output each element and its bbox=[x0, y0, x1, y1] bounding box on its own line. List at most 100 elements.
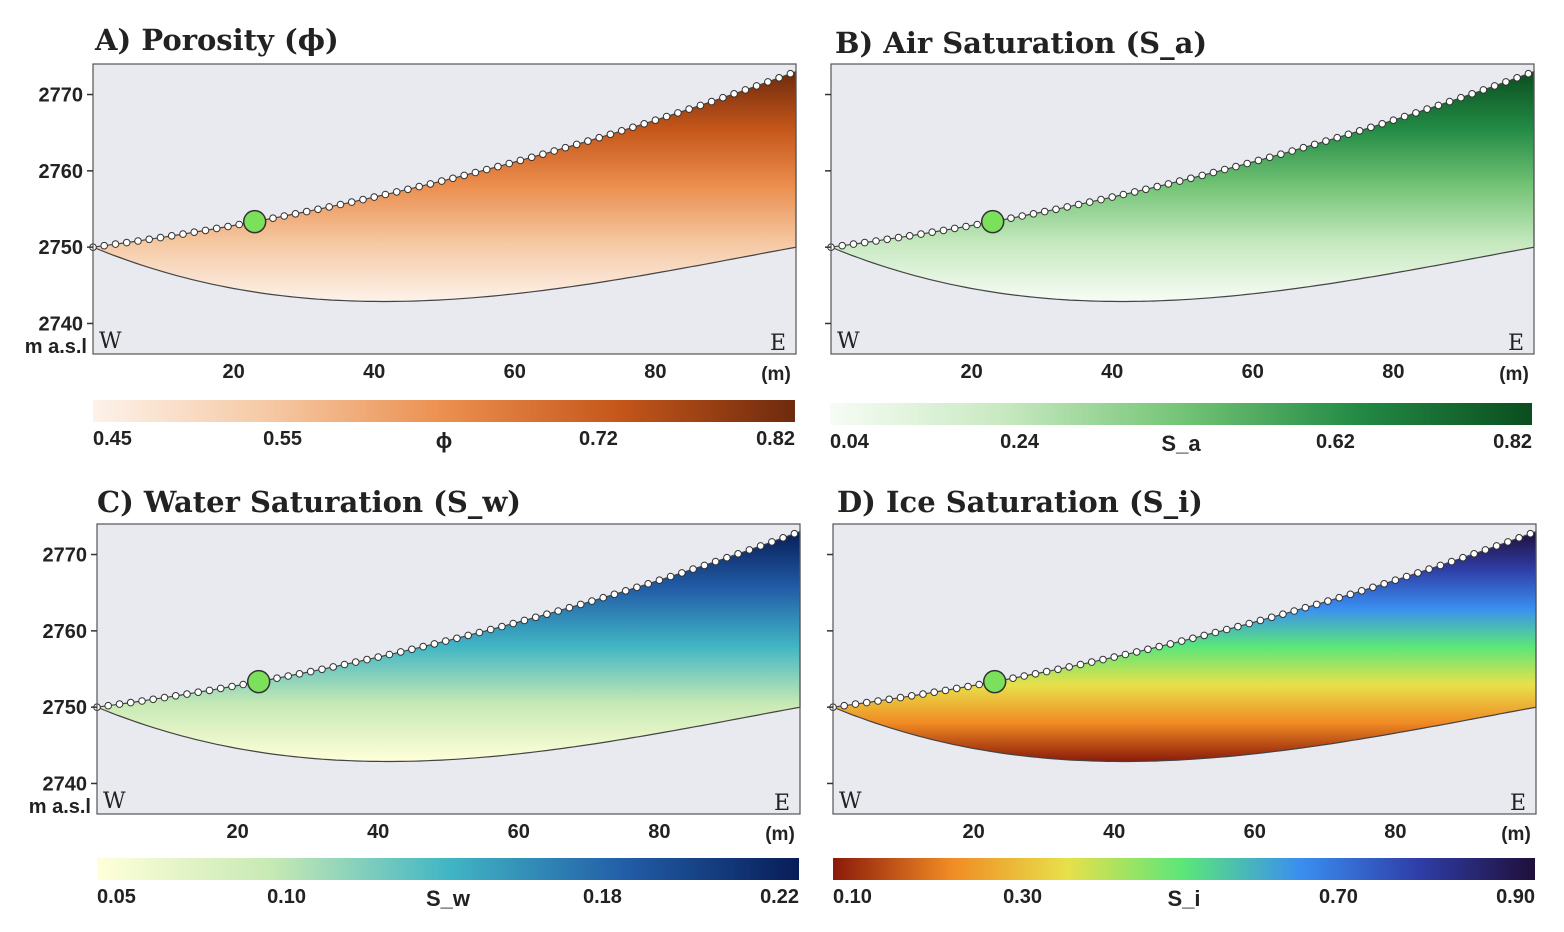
electrode bbox=[273, 674, 281, 683]
electrode bbox=[1007, 214, 1015, 222]
y-axis-label: m a.s.l bbox=[25, 336, 87, 358]
colorbar-tick-label: 0.18 bbox=[583, 886, 622, 908]
electrode bbox=[347, 198, 356, 206]
electrode bbox=[862, 698, 871, 707]
electrode bbox=[1423, 105, 1431, 113]
electrode bbox=[1153, 182, 1161, 191]
electrode bbox=[351, 658, 360, 666]
colorbar-tick-label: 0.72 bbox=[579, 428, 618, 450]
electrode bbox=[1108, 193, 1116, 201]
electrode bbox=[1310, 140, 1319, 149]
colorbar-label: S_a bbox=[1161, 431, 1201, 456]
electrode bbox=[1018, 212, 1027, 220]
colorbar bbox=[830, 403, 1532, 425]
electrode bbox=[975, 680, 984, 689]
electrode bbox=[1209, 168, 1218, 177]
electrode bbox=[700, 561, 709, 570]
electrode bbox=[145, 235, 153, 244]
electrode bbox=[734, 550, 742, 558]
electrode bbox=[584, 137, 592, 145]
panel-1: W E A) Porosity (ϕ) 20 40 60 80 (m) 2770 2760 2750… bbox=[25, 23, 797, 453]
electrode bbox=[1220, 165, 1229, 174]
colorbar-tick-label: 0.70 bbox=[1319, 886, 1358, 908]
electrode bbox=[576, 600, 585, 609]
y-tick-label: 2740 bbox=[43, 773, 88, 795]
electrode bbox=[498, 622, 506, 631]
electrode bbox=[295, 670, 304, 678]
electrode bbox=[640, 120, 649, 128]
electrode bbox=[115, 700, 124, 708]
electrode bbox=[1346, 590, 1355, 599]
x-tick-label: 60 bbox=[504, 361, 526, 383]
electrode bbox=[314, 205, 322, 214]
electrode bbox=[1412, 109, 1420, 117]
east-label: E bbox=[1510, 791, 1526, 816]
electrode bbox=[359, 195, 367, 204]
electrode bbox=[752, 82, 761, 90]
x-unit-label: (m) bbox=[1499, 364, 1529, 385]
electrode bbox=[122, 238, 131, 247]
electrode bbox=[894, 233, 903, 242]
electrode bbox=[1063, 203, 1071, 211]
electrode bbox=[1020, 672, 1028, 680]
electrode bbox=[1211, 628, 1220, 637]
electrode bbox=[471, 168, 480, 177]
electrode bbox=[509, 619, 518, 628]
electrode bbox=[730, 90, 738, 98]
electrode bbox=[745, 546, 754, 554]
x-unit-label: (m) bbox=[761, 364, 791, 385]
electrode bbox=[1121, 650, 1130, 659]
electrode bbox=[1132, 648, 1141, 656]
electrode bbox=[201, 226, 210, 235]
electrode bbox=[872, 237, 880, 245]
colorbar-tick-label: 0.90 bbox=[1496, 886, 1535, 908]
electrode bbox=[1470, 550, 1478, 558]
electrode bbox=[1447, 557, 1456, 566]
x-tick-label: 40 bbox=[367, 821, 389, 843]
panel-title: A) Porosity (ϕ) bbox=[94, 23, 339, 57]
electrode bbox=[1301, 603, 1310, 612]
electrode bbox=[1009, 674, 1017, 683]
electrode bbox=[284, 672, 293, 680]
plot-frame bbox=[96, 523, 801, 815]
electrode bbox=[1434, 101, 1443, 110]
electrode bbox=[1378, 120, 1386, 128]
electrode bbox=[1391, 576, 1400, 585]
electrode bbox=[883, 235, 892, 244]
electrode bbox=[171, 692, 180, 700]
electrode bbox=[1357, 587, 1366, 595]
marker-point bbox=[246, 669, 271, 694]
colorbar-label: ϕ bbox=[436, 428, 453, 453]
electrode bbox=[1222, 625, 1231, 634]
electrode bbox=[1400, 112, 1409, 121]
colorbar-tick-label: 0.45 bbox=[93, 428, 132, 450]
electrode bbox=[363, 655, 371, 664]
electrode bbox=[190, 228, 198, 236]
colorbar-tick-label: 0.82 bbox=[756, 428, 795, 450]
electrode bbox=[437, 177, 446, 185]
electrode bbox=[453, 634, 461, 643]
electrode bbox=[554, 607, 563, 615]
y-tick-label: 2750 bbox=[39, 237, 84, 259]
colorbar-tick-label: 0.30 bbox=[1003, 886, 1042, 908]
electrode bbox=[779, 534, 787, 542]
electrode bbox=[1245, 619, 1253, 628]
electrode bbox=[325, 203, 334, 211]
marker-point bbox=[980, 209, 1005, 234]
electrode bbox=[1234, 622, 1242, 631]
electrode bbox=[505, 159, 514, 168]
x-tick-label: 80 bbox=[1382, 361, 1404, 383]
electrode bbox=[1504, 538, 1512, 546]
electrode bbox=[840, 701, 849, 710]
electrode bbox=[1065, 663, 1073, 671]
electrode bbox=[1200, 631, 1208, 640]
electrode bbox=[1175, 177, 1184, 185]
y-tick-label: 2750 bbox=[43, 697, 88, 719]
electrode bbox=[1389, 116, 1398, 124]
electrode bbox=[224, 222, 232, 231]
electrode bbox=[741, 86, 750, 94]
electrode bbox=[685, 105, 693, 113]
electrode bbox=[1459, 553, 1467, 562]
electrode bbox=[1402, 572, 1411, 581]
electrode bbox=[629, 123, 637, 132]
